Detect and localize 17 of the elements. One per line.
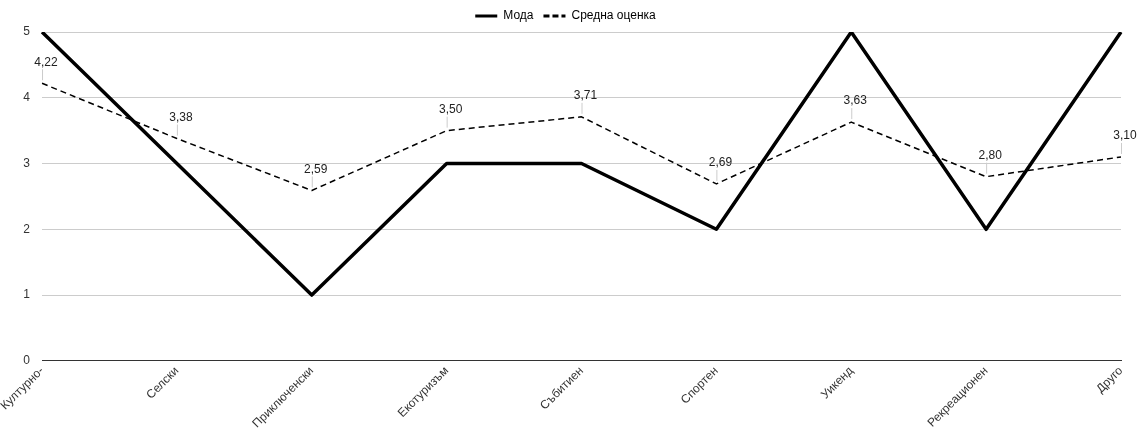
legend-label: Мода [503, 8, 534, 23]
legend-label: Средна оценка [571, 8, 657, 23]
data-label: 3,38 [169, 109, 193, 124]
y-tick-label: 3 [23, 155, 31, 170]
data-label: 2,69 [708, 155, 733, 170]
data-label: 3,71 [573, 88, 598, 103]
y-tick-label: 2 [23, 221, 31, 236]
y-tick-label: 0 [23, 353, 31, 368]
y-tick-label: 5 [23, 24, 31, 39]
y-tick-label: 1 [23, 287, 31, 302]
data-label: 4,22 [34, 54, 59, 69]
data-label: 3,63 [843, 93, 868, 108]
data-label: 3,10 [1113, 128, 1137, 143]
data-label: 2,59 [304, 161, 328, 176]
data-label: 3,50 [438, 101, 463, 116]
y-tick-label: 4 [23, 90, 31, 105]
data-label: 2,80 [978, 147, 1003, 162]
